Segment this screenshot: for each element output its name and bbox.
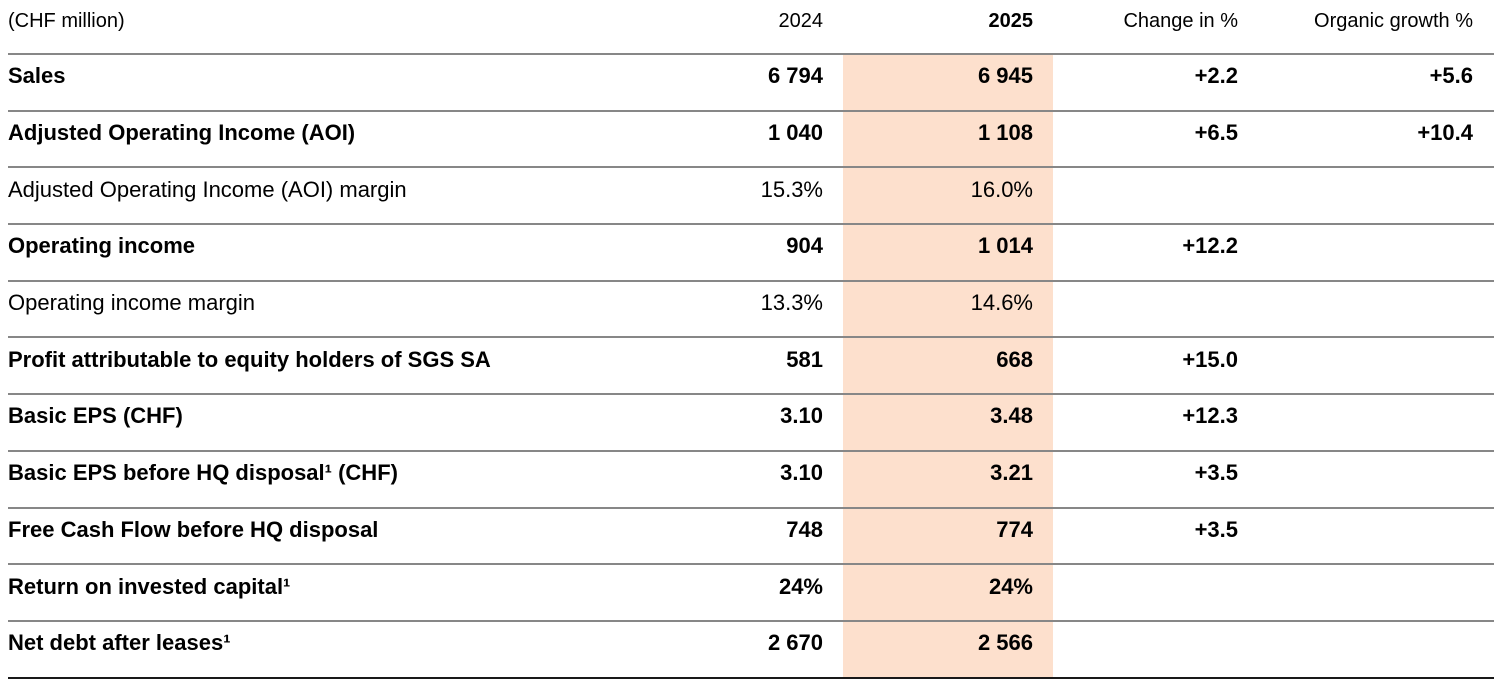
table-row: Adjusted Operating Income (AOI) margin 15… <box>8 167 1494 225</box>
cell-change: +2.2 <box>1194 63 1238 89</box>
cell-label: Profit attributable to equity holders of… <box>8 346 491 372</box>
cell-label: Free Cash Flow before HQ disposal <box>8 516 379 542</box>
table-row: Operating income 904 1 014 +12.2 <box>8 224 1494 281</box>
table-row: Basic EPS (CHF) 3.10 3.48 +12.3 <box>8 394 1494 451</box>
cell-y2025: 3.48 <box>843 394 1053 451</box>
cell-change: +12.2 <box>1182 233 1238 259</box>
table-row: Sales 6 794 6 945 +2.2 +5.6 <box>8 54 1494 111</box>
financial-results-table: (CHF million) 2024 2025 Change in % Organic … <box>8 0 1494 679</box>
table-row: Free Cash Flow before HQ disposal 748 774 +… <box>8 507 1494 565</box>
cell-y2024: 3.10 <box>780 460 823 486</box>
cell-organic <box>1258 337 1494 394</box>
cell-change <box>1053 281 1258 338</box>
cell-organic <box>1258 451 1494 508</box>
cell-change: +3.5 <box>1194 516 1238 542</box>
cell-organic <box>1258 394 1494 451</box>
cell-label: Return on invested capital¹ <box>8 573 291 599</box>
cell-organic: +10.4 <box>1417 120 1473 146</box>
cell-organic <box>1258 224 1494 281</box>
cell-y2025: 6 945 <box>843 54 1053 111</box>
table-row: Return on invested capital¹ 24% 24% <box>8 564 1494 621</box>
cell-label: Adjusted Operating Income (AOI) <box>8 120 356 146</box>
cell-y2024: 748 <box>786 516 823 542</box>
cell-y2025: 1 014 <box>843 224 1053 281</box>
cell-organic <box>1258 621 1494 678</box>
table-body: Sales 6 794 6 945 +2.2 +5.6 Adjusted Operatin… <box>8 54 1494 678</box>
table-row: Adjusted Operating Income (AOI) 1 040 1 10… <box>8 110 1494 168</box>
cell-organic <box>1258 564 1494 621</box>
table-row: Basic EPS before HQ disposal¹ (CHF) 3.10 3… <box>8 450 1494 508</box>
cell-y2024: 2 670 <box>767 630 823 656</box>
cell-organic <box>1258 167 1494 224</box>
cell-y2024: 581 <box>786 346 823 372</box>
column-header-y2025: 2025 <box>988 10 1034 32</box>
cell-change <box>1053 564 1258 621</box>
cell-label: Sales <box>8 63 66 89</box>
cell-organic <box>1258 508 1494 565</box>
cell-label: Operating income margin <box>8 290 256 316</box>
cell-change <box>1053 167 1258 224</box>
cell-change: +12.3 <box>1182 403 1238 429</box>
cell-y2025: 774 <box>843 507 1053 565</box>
table-row: Operating income margin 13.3% 14.6% <box>8 280 1494 338</box>
cell-label: Net debt after leases¹ <box>8 630 231 656</box>
unit-label: (CHF million) <box>8 10 125 32</box>
column-header-organic: Organic growth % <box>1314 10 1473 32</box>
cell-y2024: 15.3% <box>760 176 823 202</box>
cell-y2024: 904 <box>786 233 823 259</box>
table-row: Profit attributable to equity holders of… <box>8 337 1494 395</box>
cell-label: Basic EPS before HQ disposal¹ (CHF) <box>8 460 398 486</box>
cell-y2025: 2 566 <box>843 620 1053 678</box>
cell-y2024: 24% <box>778 573 823 599</box>
table-header: (CHF million) 2024 2025 Change in % Organic … <box>8 0 1494 54</box>
cell-change: +15.0 <box>1182 346 1238 372</box>
cell-y2024: 6 794 <box>767 63 823 89</box>
cell-y2025: 24% <box>843 564 1053 621</box>
cell-y2025: 16.0% <box>843 167 1053 225</box>
cell-change: +3.5 <box>1194 460 1238 486</box>
cell-label: Basic EPS (CHF) <box>8 403 183 429</box>
cell-y2024: 1 040 <box>767 120 823 146</box>
table-row: Net debt after leases¹ 2 670 2 566 <box>8 620 1494 678</box>
cell-y2025: 3.21 <box>843 450 1053 508</box>
cell-organic <box>1258 281 1494 338</box>
header-row: (CHF million) 2024 2025 Change in % Organic … <box>8 0 1494 54</box>
cell-change: +6.5 <box>1194 120 1238 146</box>
cell-organic: +5.6 <box>1429 63 1473 89</box>
cell-y2024: 13.3% <box>760 290 823 316</box>
column-header-y2024: 2024 <box>778 10 824 32</box>
column-header-change: Change in % <box>1123 10 1238 32</box>
cell-change <box>1053 621 1258 678</box>
cell-y2025: 1 108 <box>843 110 1053 168</box>
cell-y2025: 668 <box>843 337 1053 395</box>
cell-y2025: 14.6% <box>843 280 1053 338</box>
cell-label: Operating income <box>8 233 196 259</box>
cell-y2024: 3.10 <box>780 403 823 429</box>
cell-label: Adjusted Operating Income (AOI) margin <box>8 176 407 202</box>
